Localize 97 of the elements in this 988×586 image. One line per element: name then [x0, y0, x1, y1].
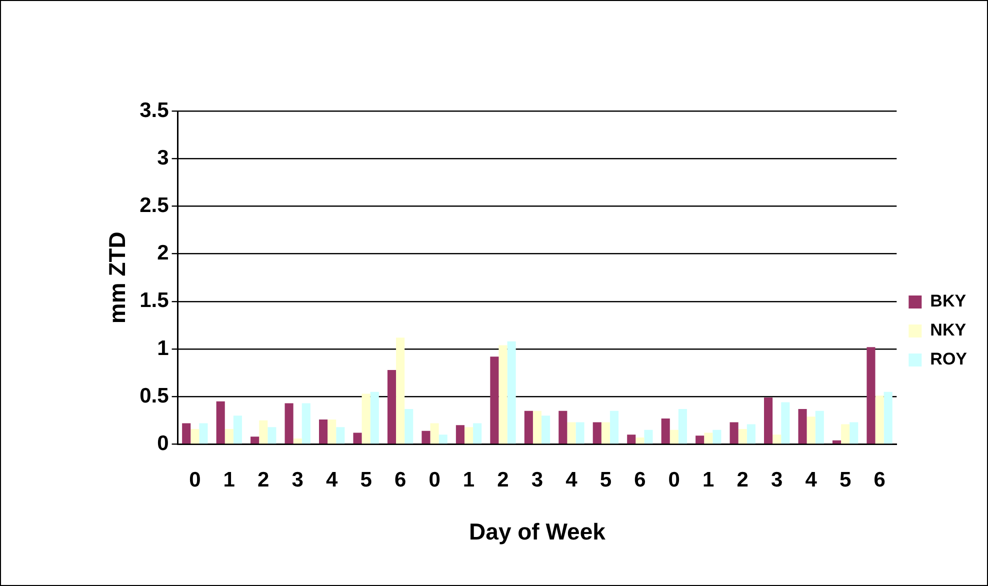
- y-tick-label: 2: [157, 242, 169, 265]
- bar: [832, 440, 842, 444]
- x-tick-label: 2: [497, 468, 509, 492]
- bar: [387, 370, 396, 444]
- bar: [601, 422, 610, 444]
- bar: [884, 392, 892, 444]
- bar: [430, 423, 439, 444]
- bar: [627, 434, 636, 444]
- bar: [319, 419, 328, 444]
- bar: [678, 408, 687, 444]
- bar: [464, 427, 474, 444]
- y-tick-label: 0: [157, 432, 169, 455]
- bar: [336, 427, 345, 444]
- x-tick-label: 0: [189, 468, 201, 492]
- bar: [438, 434, 448, 444]
- bar: [850, 422, 858, 444]
- x-tick-label: 3: [771, 468, 783, 492]
- bar: [704, 432, 713, 444]
- y-tick-label: 1: [157, 336, 170, 360]
- bar: [532, 410, 542, 444]
- x-tick-label: 0: [668, 468, 680, 492]
- bar: [644, 430, 653, 444]
- bar: [764, 398, 773, 444]
- bar: [576, 422, 584, 444]
- bar: [670, 430, 678, 444]
- x-axis-title: Day of Week: [469, 518, 606, 545]
- x-tick-label: 4: [805, 468, 818, 492]
- x-tick-label: 5: [360, 468, 372, 492]
- bar: [362, 394, 370, 444]
- bar: [233, 416, 242, 444]
- bar: [806, 416, 816, 444]
- bar: [353, 432, 362, 444]
- bar: [636, 438, 644, 444]
- bar: [370, 392, 379, 444]
- y-axis-title: mm ZTD: [104, 232, 130, 324]
- bar: [841, 424, 850, 444]
- x-tick-label: 5: [600, 468, 612, 492]
- y-tick-label: 0.5: [140, 384, 170, 408]
- legend-label: BKY: [930, 292, 967, 311]
- bar: [661, 418, 670, 444]
- x-tick-label: 1: [702, 468, 715, 492]
- legend-label: ROY: [930, 350, 968, 369]
- bar: [199, 423, 208, 444]
- bar: [456, 425, 464, 444]
- bar: [190, 428, 200, 444]
- x-tick-label: 6: [634, 468, 646, 492]
- x-tick-label: 5: [839, 468, 852, 492]
- bar: [490, 356, 499, 444]
- bar: [610, 410, 619, 444]
- x-tick-label: 4: [566, 468, 578, 492]
- bar: [396, 338, 405, 444]
- bar: [224, 428, 234, 444]
- bar: [182, 423, 191, 444]
- bar: [738, 428, 747, 444]
- bar: [268, 427, 276, 444]
- bar: [866, 347, 876, 444]
- y-tick-label: 3: [157, 146, 169, 170]
- bar: [216, 401, 225, 444]
- bar: [567, 422, 576, 444]
- bar: [558, 410, 568, 444]
- x-tick-label: 1: [462, 468, 475, 492]
- x-tick-label: 0: [428, 468, 440, 492]
- x-tick-label: 2: [258, 468, 270, 492]
- bar: [259, 420, 268, 444]
- x-tick-label: 6: [394, 468, 406, 492]
- bar: [815, 410, 824, 444]
- bar: [781, 402, 790, 444]
- x-tick-label: 3: [531, 468, 544, 492]
- bar: [473, 423, 482, 444]
- x-tick-label: 3: [292, 468, 304, 492]
- bar: [250, 436, 260, 444]
- bar: [696, 436, 704, 444]
- bar: [772, 434, 782, 444]
- legend-label: NKY: [930, 320, 967, 340]
- x-tick-label: 6: [874, 468, 886, 492]
- bar: [524, 410, 533, 444]
- bar: [293, 438, 302, 444]
- y-tick-label: 1.5: [140, 289, 170, 312]
- bar: [712, 430, 722, 444]
- bar: [422, 430, 430, 444]
- bar: [284, 403, 294, 444]
- bar: [730, 422, 738, 444]
- y-tick-label: 2.5: [140, 194, 170, 217]
- x-tick-label: 4: [326, 468, 338, 492]
- bar: [404, 408, 414, 444]
- bar: [507, 341, 516, 444]
- bar: [746, 424, 756, 444]
- bar: [592, 422, 602, 444]
- bar: [302, 403, 310, 444]
- y-tick-label: 3.5: [140, 98, 170, 122]
- bar: [328, 419, 336, 444]
- bar: [798, 408, 807, 444]
- x-tick-label: 1: [223, 468, 236, 492]
- bar: [542, 416, 550, 444]
- bar: [498, 345, 508, 444]
- bar: [875, 396, 884, 444]
- x-tick-label: 2: [736, 468, 748, 492]
